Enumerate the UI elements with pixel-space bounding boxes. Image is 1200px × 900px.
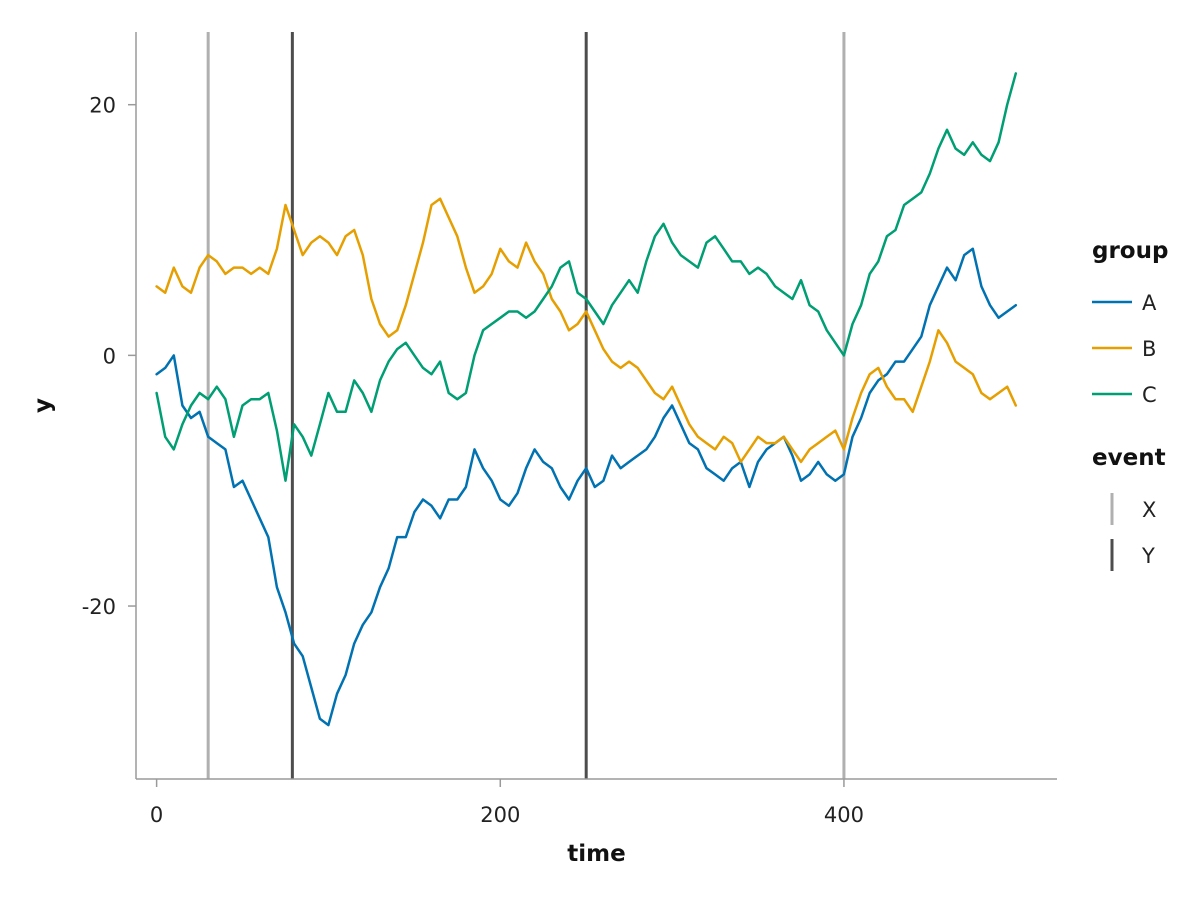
legend-label: X — [1142, 498, 1156, 522]
legend-title: group — [1092, 238, 1168, 264]
y-tick-label: -20 — [82, 595, 116, 619]
y-ticks: -20 0 20 — [82, 94, 136, 619]
plot-area — [155, 32, 1018, 779]
series-lines — [155, 72, 1018, 727]
series-line-c — [155, 72, 1018, 482]
x-ticks: 0 200 400 — [150, 779, 864, 827]
legend-title: event — [1092, 445, 1166, 471]
event-lines — [206, 32, 846, 779]
series-line-a — [155, 247, 1018, 727]
legend-label: C — [1142, 383, 1157, 407]
series-line-b — [155, 197, 1018, 464]
legend-event: event XY — [1092, 445, 1166, 571]
y-axis-title: y — [30, 398, 56, 413]
legend-label: B — [1142, 337, 1156, 361]
y-tick-label: 20 — [89, 94, 116, 118]
legend-group: group ABC — [1092, 238, 1168, 407]
x-tick-label: 400 — [824, 803, 864, 827]
y-tick-label: 0 — [103, 344, 116, 368]
x-axis-title: time — [567, 841, 625, 867]
axes: 0 200 400 -20 0 20 time y — [30, 32, 1057, 867]
legend-label: A — [1142, 291, 1157, 315]
legend-label: Y — [1141, 544, 1155, 568]
x-tick-label: 200 — [480, 803, 520, 827]
x-tick-label: 0 — [150, 803, 163, 827]
